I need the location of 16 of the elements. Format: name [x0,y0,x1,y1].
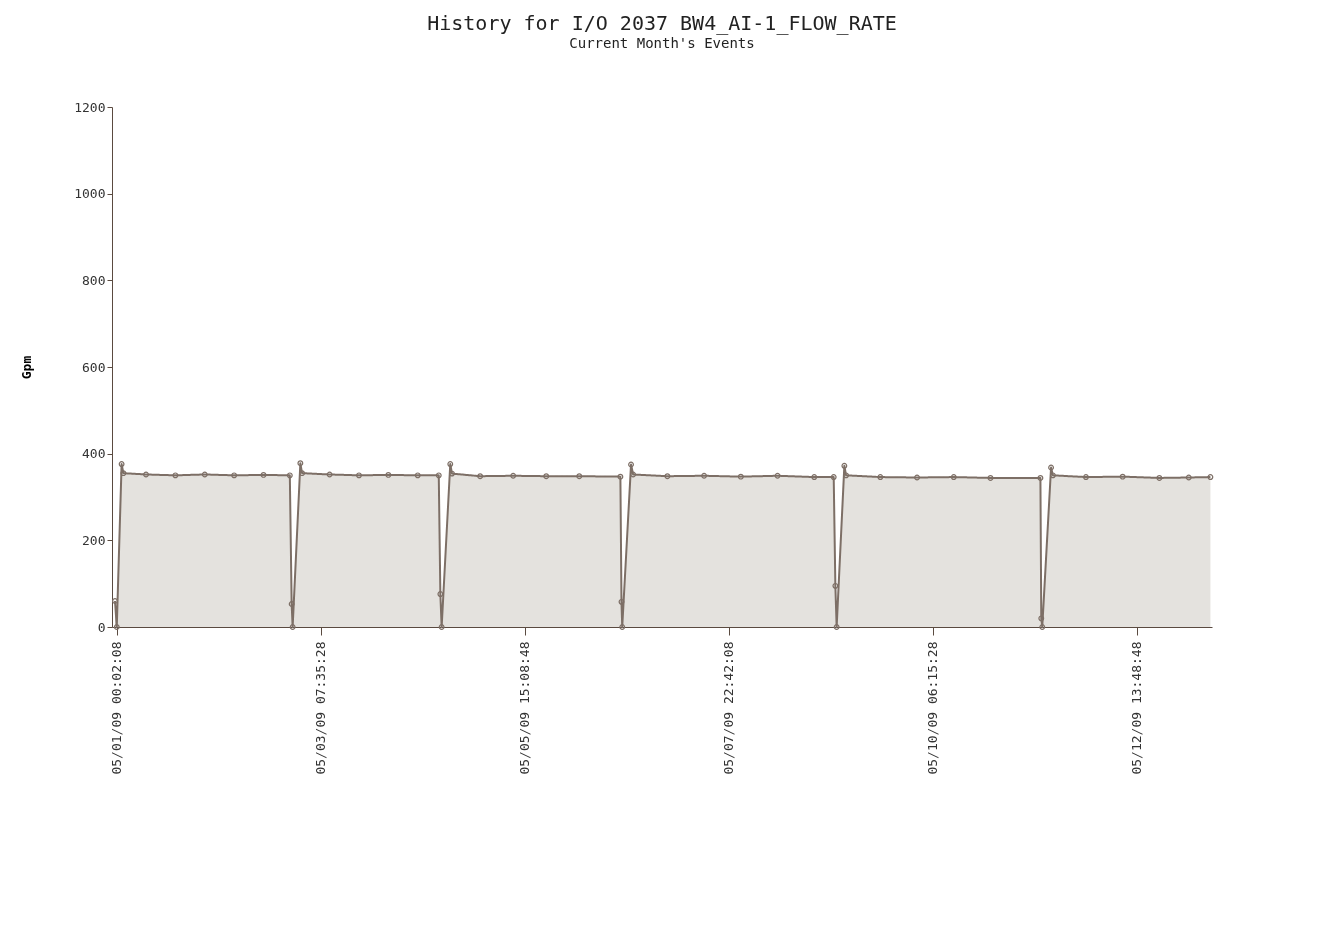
chart-subtitle: Current Month's Events [569,35,755,51]
x-tick-label: 05/12/09 13:48:48 [1129,641,1145,775]
y-axis-title: Gpm [19,355,35,380]
y-tick-label: 800 [82,272,106,288]
chart-title: History for I/O 2037 BW4_AI-1_FLOW_RATE [427,11,897,35]
x-tick-label: 05/07/09 22:42:08 [721,641,737,775]
x-tick-label: 05/03/09 07:35:28 [313,641,329,775]
y-tick-label: 1000 [74,186,106,202]
x-tick-label: 05/01/09 00:02:08 [109,641,125,775]
x-tick-label: 05/10/09 06:15:28 [925,641,941,775]
y-tick-label: 1200 [74,99,106,115]
y-tick-label: 400 [82,446,106,462]
y-tick-label: 600 [82,359,106,375]
x-tick-label: 05/05/09 15:08:48 [517,641,533,775]
y-tick-label: 0 [97,619,106,635]
y-tick-label: 200 [82,532,106,548]
